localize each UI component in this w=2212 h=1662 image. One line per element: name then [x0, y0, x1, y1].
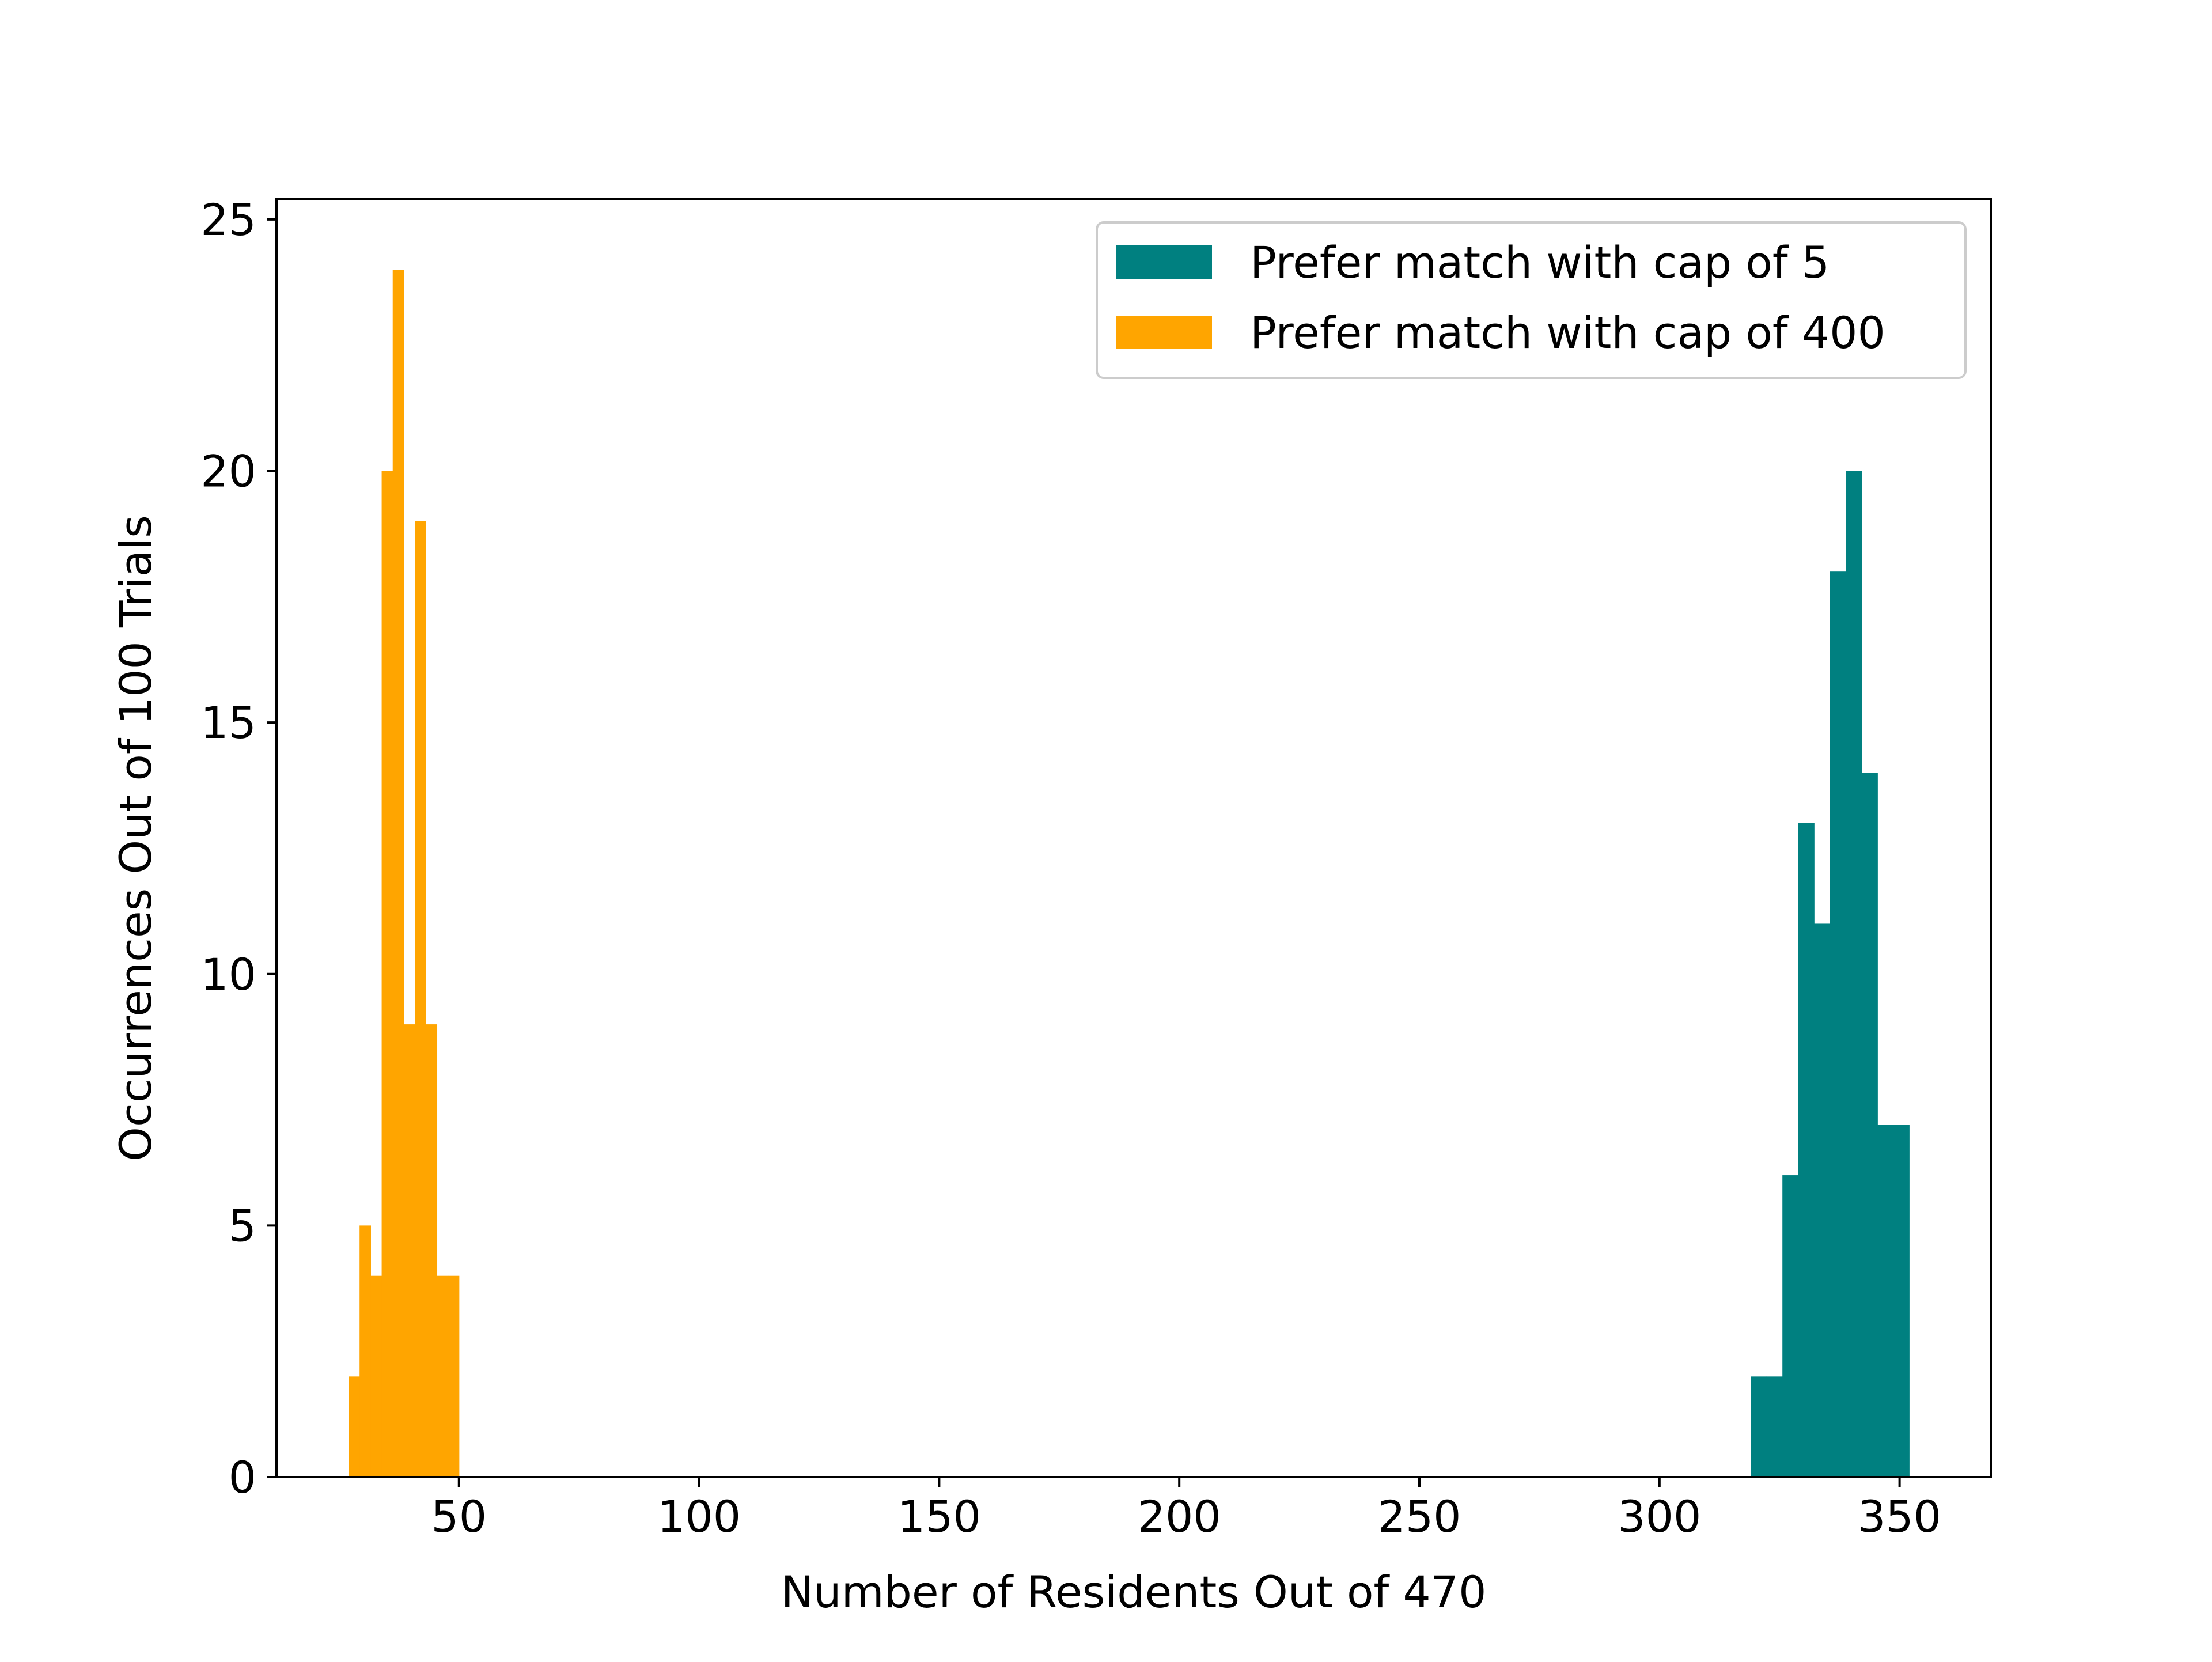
histogram-bar-series-1-bin-9 [448, 1275, 460, 1477]
x-tick-label-1: 100 [657, 1491, 741, 1542]
x-tick-label-2: 150 [897, 1491, 981, 1542]
legend-label-cap-400: Prefer match with cap of 400 [1250, 307, 1885, 358]
y-tick-label-2: 10 [200, 949, 256, 1000]
histogram-bar-series-0-bin-2 [1782, 1175, 1799, 1477]
y-tick-label-0: 0 [229, 1452, 256, 1503]
legend-label-cap-5: Prefer match with cap of 5 [1250, 237, 1830, 288]
histogram-bar-series-1-bin-0 [349, 1376, 360, 1477]
histogram-bar-series-0-bin-4 [1814, 923, 1831, 1477]
x-tick-label-4: 250 [1377, 1491, 1461, 1542]
bars-layer [349, 270, 1910, 1478]
histogram-bar-series-1-bin-5 [403, 1024, 415, 1477]
x-tick-label-3: 200 [1138, 1491, 1221, 1542]
legend: Prefer match with cap of 5 Prefer match … [1096, 221, 1967, 379]
y-tick-label-3: 15 [200, 697, 256, 748]
x-axis-ticks: 50 100 150 200 250 300 350 [431, 1477, 1941, 1542]
histogram-bar-series-1-bin-1 [359, 1225, 371, 1477]
y-axis-label: Occurrences Out of 100 Trials [110, 515, 161, 1161]
histogram-bar-series-0-bin-7 [1861, 773, 1878, 1477]
legend-box [1096, 221, 1967, 379]
histogram-bar-series-1-bin-2 [370, 1275, 382, 1477]
histogram-bar-series-0-bin-0 [1751, 1376, 1767, 1477]
legend-swatch-cap-400 [1116, 316, 1212, 349]
y-tick-label-4: 20 [200, 446, 256, 497]
y-tick-label-1: 5 [229, 1200, 256, 1251]
y-axis-ticks: 0 5 10 15 20 25 [200, 194, 276, 1503]
histogram-bar-series-0-bin-1 [1766, 1376, 1783, 1477]
histogram-bar-series-1-bin-4 [392, 270, 404, 1477]
histogram-bar-series-0-bin-3 [1798, 823, 1815, 1477]
histogram-bar-series-1-bin-6 [415, 521, 426, 1477]
x-tick-label-0: 50 [431, 1491, 487, 1542]
histogram-bar-series-0-bin-5 [1830, 571, 1846, 1478]
histogram-bar-series-0-bin-9 [1893, 1125, 1910, 1477]
histogram-bar-series-0-bin-8 [1877, 1125, 1894, 1477]
x-axis-label: Number of Residents Out of 470 [781, 1566, 1487, 1618]
histogram-bar-series-0-bin-6 [1846, 471, 1862, 1477]
x-tick-label-6: 350 [1858, 1491, 1941, 1542]
histogram-bar-series-1-bin-3 [381, 471, 393, 1477]
histogram-bar-series-1-bin-8 [437, 1275, 449, 1477]
legend-swatch-cap-5 [1116, 245, 1212, 279]
histogram-bar-series-1-bin-7 [426, 1024, 438, 1477]
plot-area [276, 199, 1991, 1477]
x-tick-label-5: 300 [1618, 1491, 1701, 1542]
plot-frame [275, 198, 1992, 1478]
y-tick-label-5: 25 [200, 194, 256, 245]
